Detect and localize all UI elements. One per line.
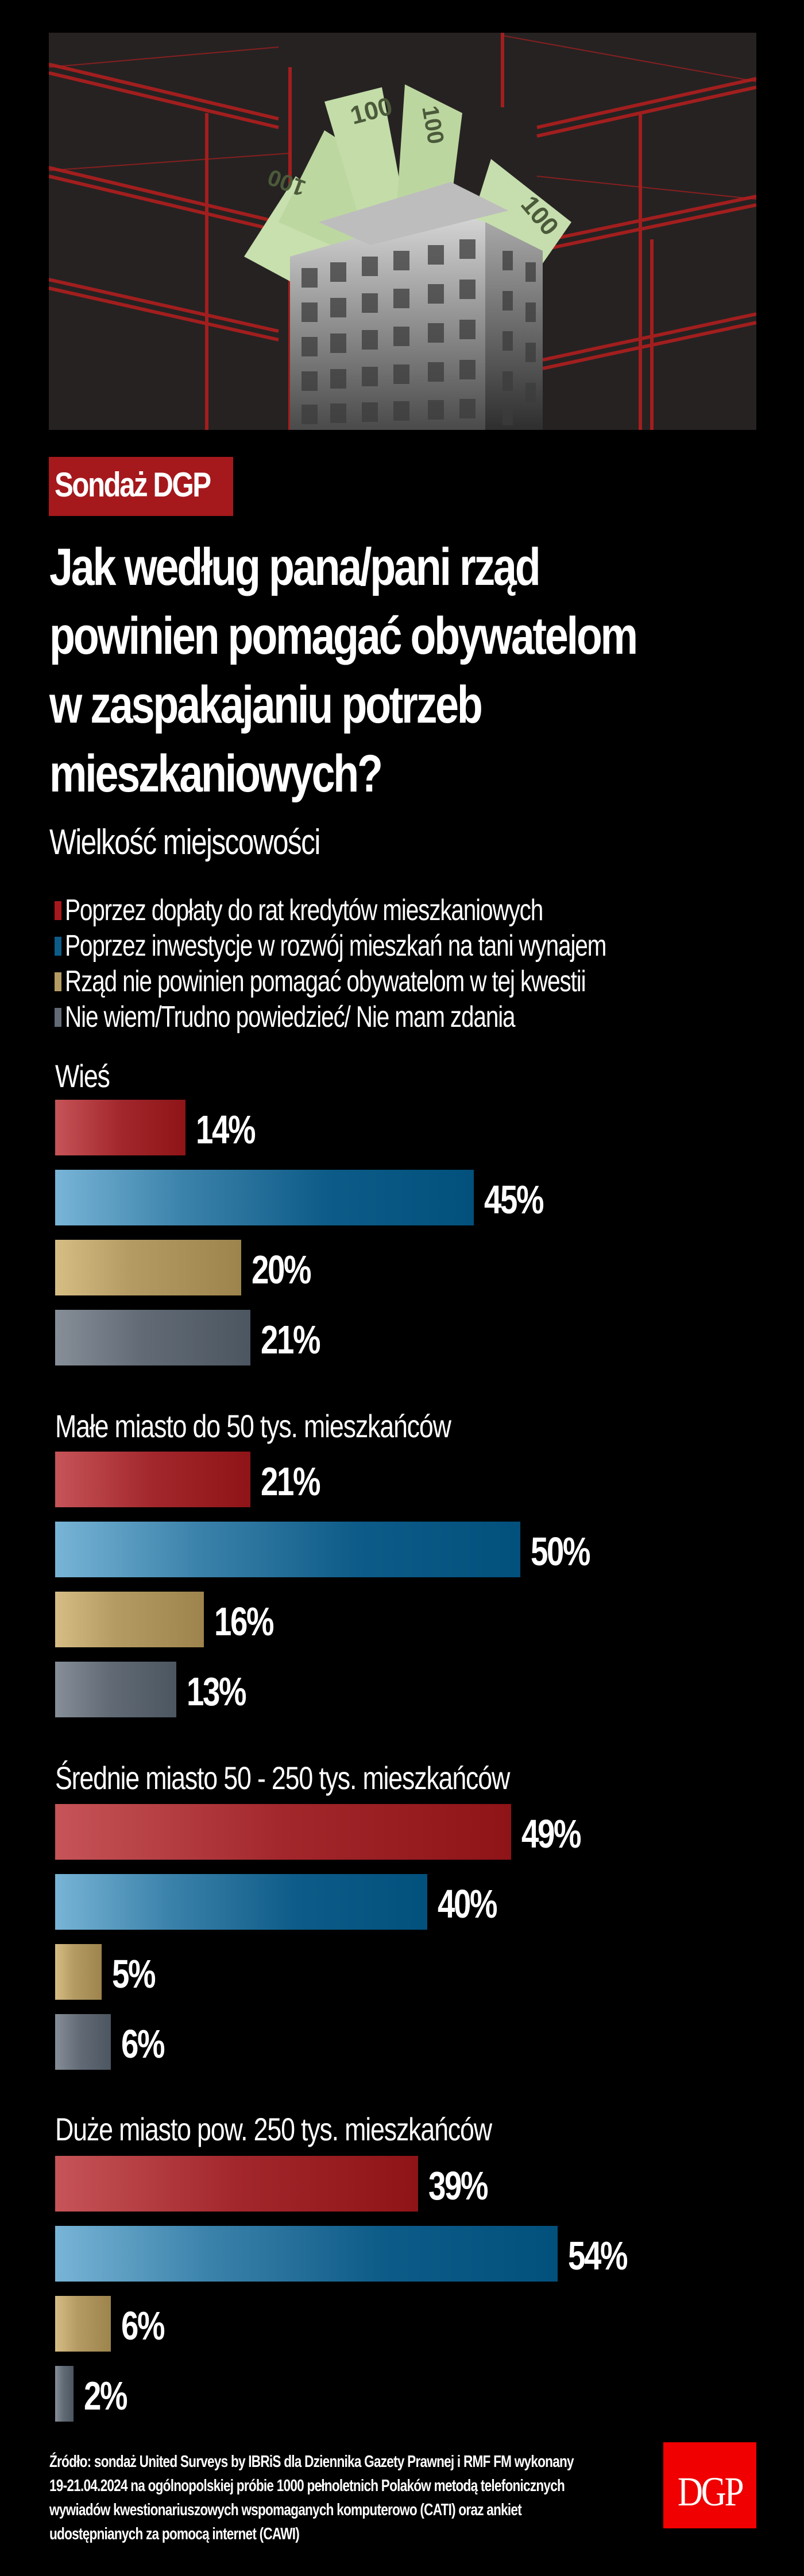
group-label: Małe miasto do 50 tys. mieszkańców: [55, 1408, 451, 1444]
title-line: w zaspakajaniu potrzeb: [49, 676, 483, 734]
bar-dont-know: [55, 2014, 111, 2070]
bar-value: 21%: [261, 1317, 321, 1362]
source-note: Źródło: sondaż United Surveys by IBRiS d…: [49, 2450, 624, 2546]
legend-swatch-blue: [55, 936, 61, 956]
group-label: Duże miasto pow. 250 tys. mieszkańców: [55, 2111, 492, 2147]
legend-label: Poprzez inwestycje w rozwój mieszkań na …: [65, 929, 606, 963]
bar-value: 5%: [112, 1952, 156, 1996]
legend-item-dont-know: Nie wiem/Trudno powiedzieć/ Nie mam zdan…: [55, 999, 759, 1035]
legend-item-mortgage-subsidies: Poprzez dopłaty do rat kredytów mieszkan…: [55, 893, 759, 928]
bar-no-help: [55, 1944, 102, 2000]
legend-label: Nie wiem/Trudno powiedzieć/ Nie mam zdan…: [65, 1000, 516, 1034]
hero-illustration: 100 100 100 100: [49, 33, 756, 430]
chart-subtitle: Wielkość miejscowości: [49, 823, 320, 862]
bar-rental-investment: [55, 1522, 520, 1577]
bar-value: 45%: [484, 1177, 544, 1222]
group-label: Średnie miasto 50 - 250 tys. mieszkańców: [55, 1760, 510, 1796]
survey-badge-label: Sondaż DGP: [55, 465, 211, 504]
legend-swatch-red: [55, 901, 61, 920]
source-line: Źródło: sondaż United Surveys by IBRiS d…: [49, 2453, 574, 2471]
title-line: mieszkaniowych?: [49, 744, 383, 803]
bar-value: 14%: [196, 1107, 256, 1152]
legend-label: Rząd nie powinien pomagać obywatelom w t…: [65, 965, 586, 998]
chart-legend: Poprzez dopłaty do rat kredytów mieszkan…: [55, 893, 759, 1035]
bar-no-help: [55, 1592, 204, 1647]
source-line: 19-21.04.2024 na ogólnopolskiej próbie 1…: [49, 2477, 565, 2495]
bar-no-help: [55, 2296, 111, 2352]
bar-value: 40%: [438, 1881, 498, 1926]
building-with-banknotes-illustration: 100 100 100 100: [49, 33, 756, 430]
legend-swatch-gray: [55, 1007, 61, 1027]
dgp-logo: DGP: [663, 2442, 756, 2528]
bar-mortgage-subsidies: [55, 2156, 418, 2212]
bar-no-help: [55, 1240, 241, 1295]
legend-item-no-help: Rząd nie powinien pomagać obywatelom w t…: [55, 964, 759, 999]
source-line: udostępnianych za pomocą internet (CAWI): [49, 2525, 300, 2543]
bar-value: 20%: [252, 1247, 312, 1292]
title-line: powinien pomagać obywatelom: [49, 607, 638, 665]
bar-value: 2%: [84, 2373, 128, 2418]
title-line: Jak według pana/pani rząd: [49, 538, 541, 596]
chart-title: Jak według pana/pani rząd powinien pomag…: [49, 533, 796, 808]
bar-mortgage-subsidies: [55, 1452, 250, 1507]
group-label: Wieś: [55, 1058, 110, 1094]
bar-value: 39%: [428, 2163, 489, 2208]
survey-badge: Sondaż DGP: [49, 457, 233, 516]
bar-rental-investment: [55, 2226, 558, 2282]
bar-value: 54%: [568, 2233, 628, 2278]
bar-value: 6%: [121, 2303, 165, 2348]
bar-dont-know: [55, 1662, 176, 1717]
bar-dont-know: [55, 1310, 250, 1365]
bar-value: 16%: [214, 1599, 275, 1644]
bar-dont-know: [55, 2366, 74, 2422]
bar-value: 49%: [521, 1811, 582, 1856]
legend-swatch-gold: [55, 972, 61, 991]
source-line: wywiadów kwestionariuszowych wspomaganyc…: [49, 2501, 522, 2519]
bar-mortgage-subsidies: [55, 1804, 511, 1860]
dgp-logo-text: DGP: [677, 2469, 744, 2515]
bar-rental-investment: [55, 1170, 474, 1225]
bar-mortgage-subsidies: [55, 1100, 185, 1155]
legend-label: Poprzez dopłaty do rat kredytów mieszkan…: [65, 894, 543, 927]
bar-value: 6%: [121, 2022, 165, 2066]
legend-item-rental-investment: Poprzez inwestycje w rozwój mieszkań na …: [55, 928, 759, 964]
bar-value: 21%: [261, 1459, 321, 1504]
bar-value: 50%: [531, 1529, 591, 1574]
bar-rental-investment: [55, 1874, 427, 1930]
bar-value: 13%: [187, 1669, 247, 1714]
